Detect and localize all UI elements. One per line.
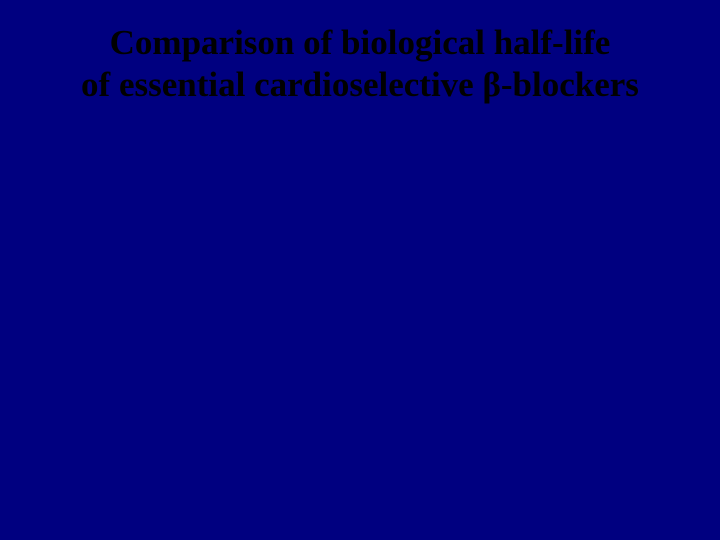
title-line-1: Comparison of biological half-life	[110, 23, 611, 62]
title-line-2: of essential cardioselective β-blockers	[81, 65, 639, 104]
slide: Comparison of biological half-life of es…	[0, 0, 720, 540]
slide-title: Comparison of biological half-life of es…	[0, 22, 720, 106]
